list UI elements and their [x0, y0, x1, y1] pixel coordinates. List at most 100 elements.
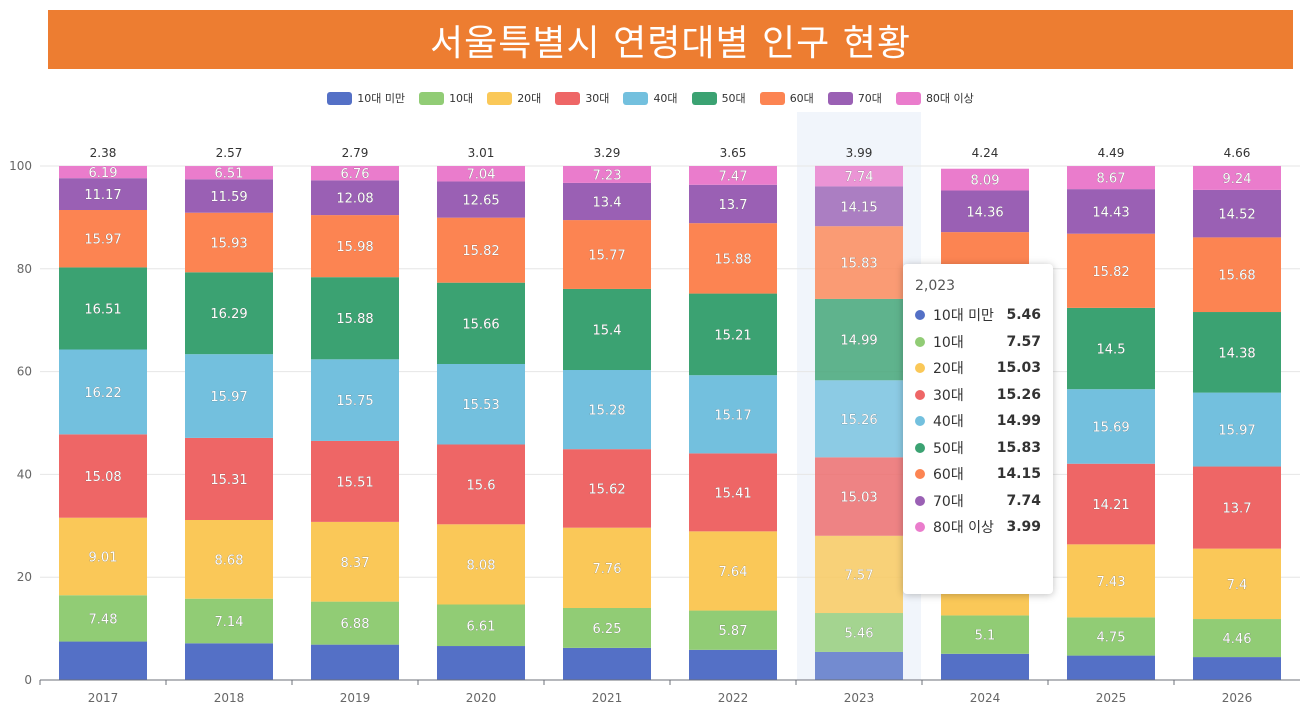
bar-segment [437, 166, 525, 182]
bar-segment [59, 595, 147, 642]
x-tick-label: 2024 [970, 691, 1001, 705]
data-label: 15.75 [336, 394, 373, 409]
bar-segment [563, 166, 651, 183]
legend-item[interactable]: 80대 이상 [895, 90, 974, 106]
data-label: 16.29 [210, 307, 247, 322]
data-label: 15.93 [210, 237, 247, 252]
legend-item[interactable]: 70대 [827, 90, 882, 106]
legend-swatch [895, 91, 921, 105]
data-label: 15.97 [210, 390, 247, 405]
bar-segment [563, 370, 651, 450]
bar-segment [437, 444, 525, 525]
data-label: 15.28 [588, 404, 625, 419]
tooltip-dot [915, 310, 925, 321]
data-label: 15.4 [593, 323, 622, 338]
bar-segment [563, 220, 651, 289]
bar-segment [563, 527, 651, 608]
data-label: 14.99 [840, 334, 877, 349]
bar-segment [311, 180, 399, 216]
bar-segment [1193, 392, 1281, 467]
tooltip-label: 70대 [933, 493, 964, 510]
bar-segment [689, 184, 777, 224]
x-tick-label: 2023 [844, 691, 875, 705]
bar-segment [311, 521, 399, 602]
chart-title: 서울특별시 연령대별 인구 현황 [430, 22, 911, 64]
bar-segment [1193, 312, 1281, 393]
data-label: 7.23 [593, 168, 622, 183]
data-label: 7.76 [593, 562, 622, 577]
bar-segment [437, 524, 525, 605]
data-label: 14.5 [1097, 343, 1126, 358]
data-label: 13.7 [719, 198, 748, 213]
bar-segment [689, 531, 777, 611]
tooltip-value: 15.83 [996, 439, 1041, 456]
y-tick-label: 60 [17, 365, 32, 379]
bar-segment [815, 298, 903, 381]
title-banner: 서울특별시 연령대별 인구 현황 [48, 10, 1293, 69]
tooltip-label: 80대 이상 [933, 520, 994, 537]
tooltip-label: 10대 미만 [933, 308, 994, 325]
legend-item[interactable]: 10대 [419, 90, 473, 106]
data-label: 16.22 [84, 386, 121, 401]
bar-segment [815, 535, 903, 614]
tooltip-value: 15.03 [996, 360, 1041, 377]
tooltip-label: 20대 [933, 361, 964, 378]
tooltip-row: 60대 14.15 [915, 461, 1041, 488]
legend-item[interactable]: 60대 [759, 90, 814, 106]
bar-segment [1067, 166, 1155, 190]
bar-segment [1067, 189, 1155, 234]
x-tick-label: 2022 [718, 691, 749, 705]
legend-swatch [827, 91, 853, 105]
bar-segment [689, 223, 777, 294]
data-label: 15.41 [714, 486, 751, 501]
tooltip-value: 3.99 [1006, 519, 1041, 536]
top-label: 4.49 [1098, 146, 1125, 160]
bar-segment [437, 217, 525, 283]
legend-item[interactable]: 40대 [623, 90, 678, 106]
bar-segment [1193, 619, 1281, 658]
bar-segment [563, 449, 651, 528]
bar-segment [1193, 466, 1281, 549]
data-label: 15.17 [714, 408, 751, 423]
data-label: 8.37 [341, 556, 370, 571]
top-label: 4.66 [1224, 146, 1251, 160]
legend-label: 30대 [585, 92, 610, 105]
bar-segment [563, 647, 651, 680]
bar-segment [941, 653, 1029, 680]
tooltip-value: 14.99 [996, 413, 1041, 430]
bar-segment [815, 457, 903, 536]
tooltip-value: 7.57 [1006, 333, 1041, 350]
data-label: 15.97 [1218, 424, 1255, 439]
bar-segment [1193, 189, 1281, 238]
legend-item[interactable]: 10대 미만 [327, 90, 405, 106]
data-label: 7.43 [1097, 575, 1126, 590]
bar-segment [437, 646, 525, 680]
bar-segment [1193, 548, 1281, 620]
data-label: 14.15 [840, 200, 877, 215]
legend-label: 50대 [721, 92, 746, 105]
legend-item[interactable]: 30대 [555, 90, 609, 106]
tooltip-row: 30대 15.26 [915, 382, 1041, 409]
bar-segment [185, 179, 273, 213]
data-label: 15.03 [840, 491, 877, 506]
bar-segment [311, 601, 399, 645]
data-label: 15.98 [336, 240, 373, 255]
data-label: 6.51 [215, 167, 244, 182]
data-label: 15.62 [588, 482, 625, 497]
data-label: 4.46 [1223, 632, 1252, 647]
data-label: 11.17 [84, 188, 121, 203]
legend: 10대 미만 10대 20대 30대 40대 50대 60대 70대 80대 이상 [0, 88, 1301, 108]
data-label: 6.25 [593, 622, 622, 637]
tooltip-row: 40대 14.99 [915, 408, 1041, 435]
bar-segment [59, 165, 147, 179]
data-label: 16.51 [84, 302, 121, 317]
data-label: 8.68 [215, 553, 244, 568]
tooltip-dot [915, 442, 925, 453]
legend-item[interactable]: 50대 [691, 90, 746, 106]
legend-item[interactable]: 20대 [487, 90, 541, 106]
legend-label: 40대 [653, 92, 678, 105]
bar-segment [941, 615, 1029, 654]
x-tick-label: 2021 [592, 691, 623, 705]
bar-segment [563, 288, 651, 371]
